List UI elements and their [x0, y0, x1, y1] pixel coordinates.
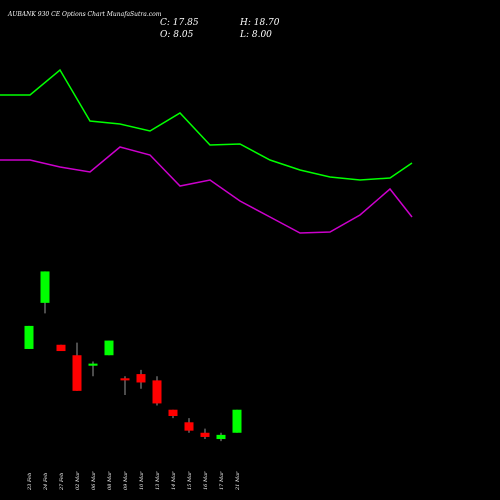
date-tick-label: 09 Mar: [123, 471, 129, 490]
candle: [168, 409, 178, 419]
magenta-indicator-line: [0, 146, 413, 234]
candle: [104, 340, 114, 356]
date-tick-label: 15 Mar: [187, 471, 193, 490]
candle-body-down: [120, 378, 130, 381]
indicator-lines: [0, 68, 413, 234]
candle-body-up: [216, 434, 226, 440]
date-tick-label: 17 Mar: [219, 471, 225, 490]
candle: [40, 271, 50, 314]
candle: [152, 376, 162, 406]
date-axis: 23 Feb 24 Feb 27 Feb 02 Mar 06 Mar 08 Mar 09 M…: [27, 471, 241, 491]
close-price: C: 17.85: [160, 18, 199, 28]
date-tick-label: 13 Mar: [155, 471, 161, 490]
green-indicator-line: [0, 68, 413, 181]
date-tick-label: 21 Mar: [235, 471, 241, 491]
date-tick-label: 24 Feb: [43, 473, 49, 491]
candle-body-up: [88, 363, 98, 366]
date-tick-label: 08 Mar: [107, 471, 113, 490]
date-tick-label: 23 Feb: [27, 473, 33, 491]
candle: [136, 369, 146, 389]
candle: [200, 428, 210, 440]
candle: [184, 418, 194, 433]
date-tick-label: 27 Feb: [59, 473, 65, 491]
date-tick-label: 16 Mar: [203, 471, 209, 490]
candle-body-up: [232, 409, 242, 433]
candle-body-down: [72, 355, 82, 391]
candle: [232, 409, 242, 433]
candle: [56, 344, 66, 352]
candle: [24, 325, 34, 349]
candle-body-down: [200, 432, 210, 437]
date-tick-label: 10 Mar: [139, 471, 145, 490]
open-price: O: 8.05: [160, 30, 194, 40]
candle: [120, 376, 130, 396]
date-tick-label: 06 Mar: [91, 471, 97, 490]
high-price: H: 18.70: [239, 18, 280, 28]
candle-body-down: [184, 422, 194, 431]
candle-body-up: [24, 325, 34, 349]
candle-body-down: [152, 380, 162, 404]
candle-body-down: [168, 409, 178, 416]
candle-body-down: [56, 344, 66, 352]
candle: [216, 432, 226, 442]
date-tick-label: 14 Mar: [171, 471, 177, 490]
low-price: L: 8.00: [239, 30, 272, 40]
candle-body-down: [136, 374, 146, 383]
candle-body-up: [104, 340, 114, 356]
chart-title: AUBANK 930 CE Options Chart MunafaSutra.…: [7, 11, 162, 18]
candle: [88, 361, 98, 377]
date-tick-label: 02 Mar: [75, 471, 81, 490]
candle: [72, 342, 82, 391]
candle-body-up: [40, 271, 50, 303]
candles-group: [24, 271, 242, 442]
